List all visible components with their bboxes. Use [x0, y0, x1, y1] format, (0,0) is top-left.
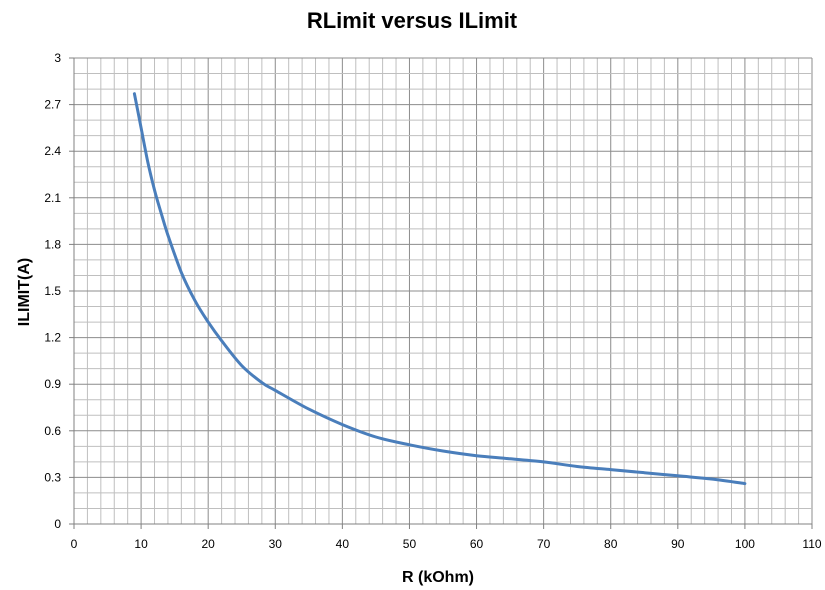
- y-tick-label: 1.2: [44, 331, 61, 345]
- x-tick-label: 90: [671, 537, 685, 551]
- y-tick-label: 3: [54, 51, 61, 65]
- y-tick-label: 0: [54, 517, 61, 531]
- x-tick-label: 80: [604, 537, 618, 551]
- y-axis-label: ILIMIT(A): [16, 258, 33, 326]
- x-tick-label: 0: [71, 537, 78, 551]
- chart-title: RLimit versus ILimit: [307, 8, 518, 33]
- x-tick-label: 70: [537, 537, 551, 551]
- y-tick-label: 1.8: [44, 237, 61, 251]
- x-tick-label: 100: [735, 537, 755, 551]
- x-axis-label: R (kOhm): [402, 569, 474, 586]
- grid: [73, 57, 813, 525]
- x-tick-labels: 0 10 20 30 40 50 60 70 80 90 100 110: [71, 524, 822, 551]
- series-line: [132, 92, 747, 486]
- x-tick-label: 60: [470, 537, 484, 551]
- y-tick-labels: 0 0.3 0.6 0.9 1.2 1.5 1.8 2.1 2.4 2.7 3: [44, 51, 74, 531]
- y-tick-label: 1.5: [44, 284, 61, 298]
- y-tick-label: 0.9: [44, 377, 61, 391]
- y-tick-label: 2.4: [44, 144, 61, 158]
- x-tick-label: 50: [403, 537, 417, 551]
- x-tick-label: 40: [336, 537, 350, 551]
- x-tick-label: 30: [269, 537, 283, 551]
- y-tick-label: 2.1: [44, 191, 61, 205]
- x-tick-label: 110: [802, 537, 821, 551]
- y-tick-label: 0.3: [44, 470, 61, 484]
- series-group: [132, 92, 747, 486]
- x-tick-label: 20: [202, 537, 216, 551]
- y-tick-label: 0.6: [44, 424, 61, 438]
- y-tick-label: 2.7: [44, 98, 61, 112]
- x-tick-label: 10: [134, 537, 148, 551]
